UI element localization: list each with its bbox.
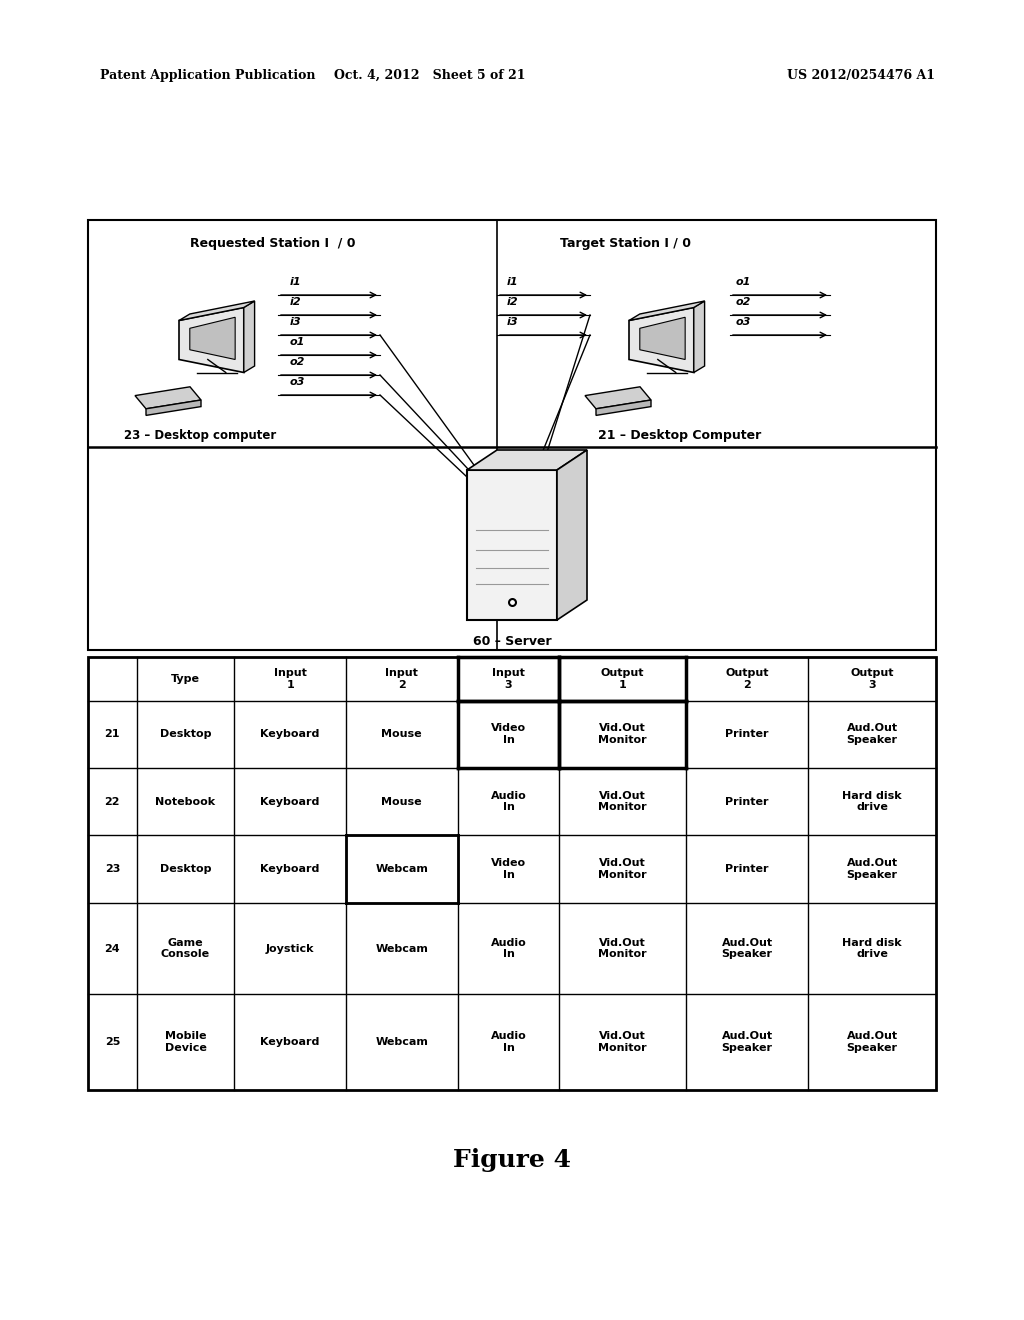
- Polygon shape: [467, 470, 557, 620]
- Text: Printer: Printer: [725, 865, 769, 874]
- Text: Audio
In: Audio In: [490, 937, 526, 960]
- Text: Desktop: Desktop: [160, 865, 211, 874]
- Bar: [88, 657, 936, 1090]
- Text: Input
1: Input 1: [273, 668, 306, 689]
- Text: o3: o3: [736, 317, 752, 327]
- Polygon shape: [629, 301, 705, 321]
- Text: Figure 4: Figure 4: [453, 1148, 571, 1172]
- Polygon shape: [640, 317, 685, 359]
- Text: Vid.Out
Monitor: Vid.Out Monitor: [598, 723, 647, 744]
- Text: o1: o1: [736, 277, 752, 286]
- Text: Output
1: Output 1: [601, 668, 644, 689]
- Text: Video
In: Video In: [490, 858, 526, 880]
- Text: i3: i3: [290, 317, 302, 327]
- Text: Keyboard: Keyboard: [260, 865, 319, 874]
- Text: i1: i1: [507, 277, 518, 286]
- Text: Hard disk
drive: Hard disk drive: [842, 791, 902, 813]
- Text: Aud.Out
Speaker: Aud.Out Speaker: [722, 937, 773, 960]
- Polygon shape: [146, 400, 201, 416]
- Text: i1: i1: [290, 277, 302, 286]
- Bar: [88, 220, 936, 649]
- Text: 23: 23: [104, 865, 120, 874]
- Text: Patent Application Publication: Patent Application Publication: [100, 69, 315, 82]
- Polygon shape: [244, 301, 255, 372]
- Text: 21 – Desktop Computer: 21 – Desktop Computer: [598, 429, 762, 441]
- Text: Vid.Out
Monitor: Vid.Out Monitor: [598, 1031, 647, 1053]
- Text: Output
2: Output 2: [725, 668, 769, 689]
- Text: Keyboard: Keyboard: [260, 1038, 319, 1047]
- Text: Mouse: Mouse: [382, 729, 422, 739]
- Text: Notebook: Notebook: [156, 797, 216, 807]
- Text: US 2012/0254476 A1: US 2012/0254476 A1: [787, 69, 935, 82]
- Polygon shape: [557, 450, 587, 620]
- Polygon shape: [135, 387, 201, 409]
- Text: Vid.Out
Monitor: Vid.Out Monitor: [598, 937, 647, 960]
- Text: o2: o2: [736, 297, 752, 308]
- Text: 23 – Desktop computer: 23 – Desktop computer: [124, 429, 276, 441]
- Polygon shape: [179, 301, 255, 321]
- Text: Aud.Out
Speaker: Aud.Out Speaker: [847, 858, 898, 880]
- Text: Input
2: Input 2: [385, 668, 418, 689]
- Text: Video
In: Video In: [490, 723, 526, 744]
- Text: Audio
In: Audio In: [490, 1031, 526, 1053]
- Polygon shape: [189, 317, 236, 359]
- Text: i3: i3: [507, 317, 518, 327]
- Text: Target Station I / 0: Target Station I / 0: [560, 238, 691, 249]
- Text: Printer: Printer: [725, 729, 769, 739]
- Text: 25: 25: [104, 1038, 120, 1047]
- Text: o3: o3: [290, 378, 305, 387]
- Text: Output
3: Output 3: [850, 668, 894, 689]
- Text: Webcam: Webcam: [376, 944, 428, 953]
- Polygon shape: [596, 400, 651, 416]
- Text: Type: Type: [171, 673, 200, 684]
- Polygon shape: [467, 450, 587, 470]
- Text: Mouse: Mouse: [382, 797, 422, 807]
- Text: i2: i2: [507, 297, 518, 308]
- Text: o2: o2: [290, 356, 305, 367]
- Text: 24: 24: [104, 944, 120, 953]
- Text: o1: o1: [290, 337, 305, 347]
- Text: Aud.Out
Speaker: Aud.Out Speaker: [722, 1031, 773, 1053]
- Text: Game
Console: Game Console: [161, 937, 210, 960]
- Text: Hard disk
drive: Hard disk drive: [842, 937, 902, 960]
- Polygon shape: [694, 301, 705, 372]
- Text: Webcam: Webcam: [376, 1038, 428, 1047]
- Text: Keyboard: Keyboard: [260, 797, 319, 807]
- Text: Printer: Printer: [725, 797, 769, 807]
- Polygon shape: [629, 308, 694, 372]
- Text: 21: 21: [104, 729, 120, 739]
- Text: Webcam: Webcam: [376, 865, 428, 874]
- Text: Mobile
Device: Mobile Device: [165, 1031, 207, 1053]
- Text: Aud.Out
Speaker: Aud.Out Speaker: [847, 723, 898, 744]
- Text: Oct. 4, 2012   Sheet 5 of 21: Oct. 4, 2012 Sheet 5 of 21: [334, 69, 525, 82]
- Text: Desktop: Desktop: [160, 729, 211, 739]
- Polygon shape: [585, 387, 651, 409]
- Text: Joystick: Joystick: [266, 944, 314, 953]
- Text: Audio
In: Audio In: [490, 791, 526, 813]
- Text: Requested Station I  / 0: Requested Station I / 0: [190, 238, 355, 249]
- Text: Aud.Out
Speaker: Aud.Out Speaker: [847, 1031, 898, 1053]
- Polygon shape: [179, 308, 244, 372]
- Text: Keyboard: Keyboard: [260, 729, 319, 739]
- Text: i2: i2: [290, 297, 302, 308]
- Text: Vid.Out
Monitor: Vid.Out Monitor: [598, 858, 647, 880]
- Text: 60 – Server: 60 – Server: [473, 635, 551, 648]
- Text: 22: 22: [104, 797, 120, 807]
- Text: Input
3: Input 3: [492, 668, 525, 689]
- Text: Vid.Out
Monitor: Vid.Out Monitor: [598, 791, 647, 813]
